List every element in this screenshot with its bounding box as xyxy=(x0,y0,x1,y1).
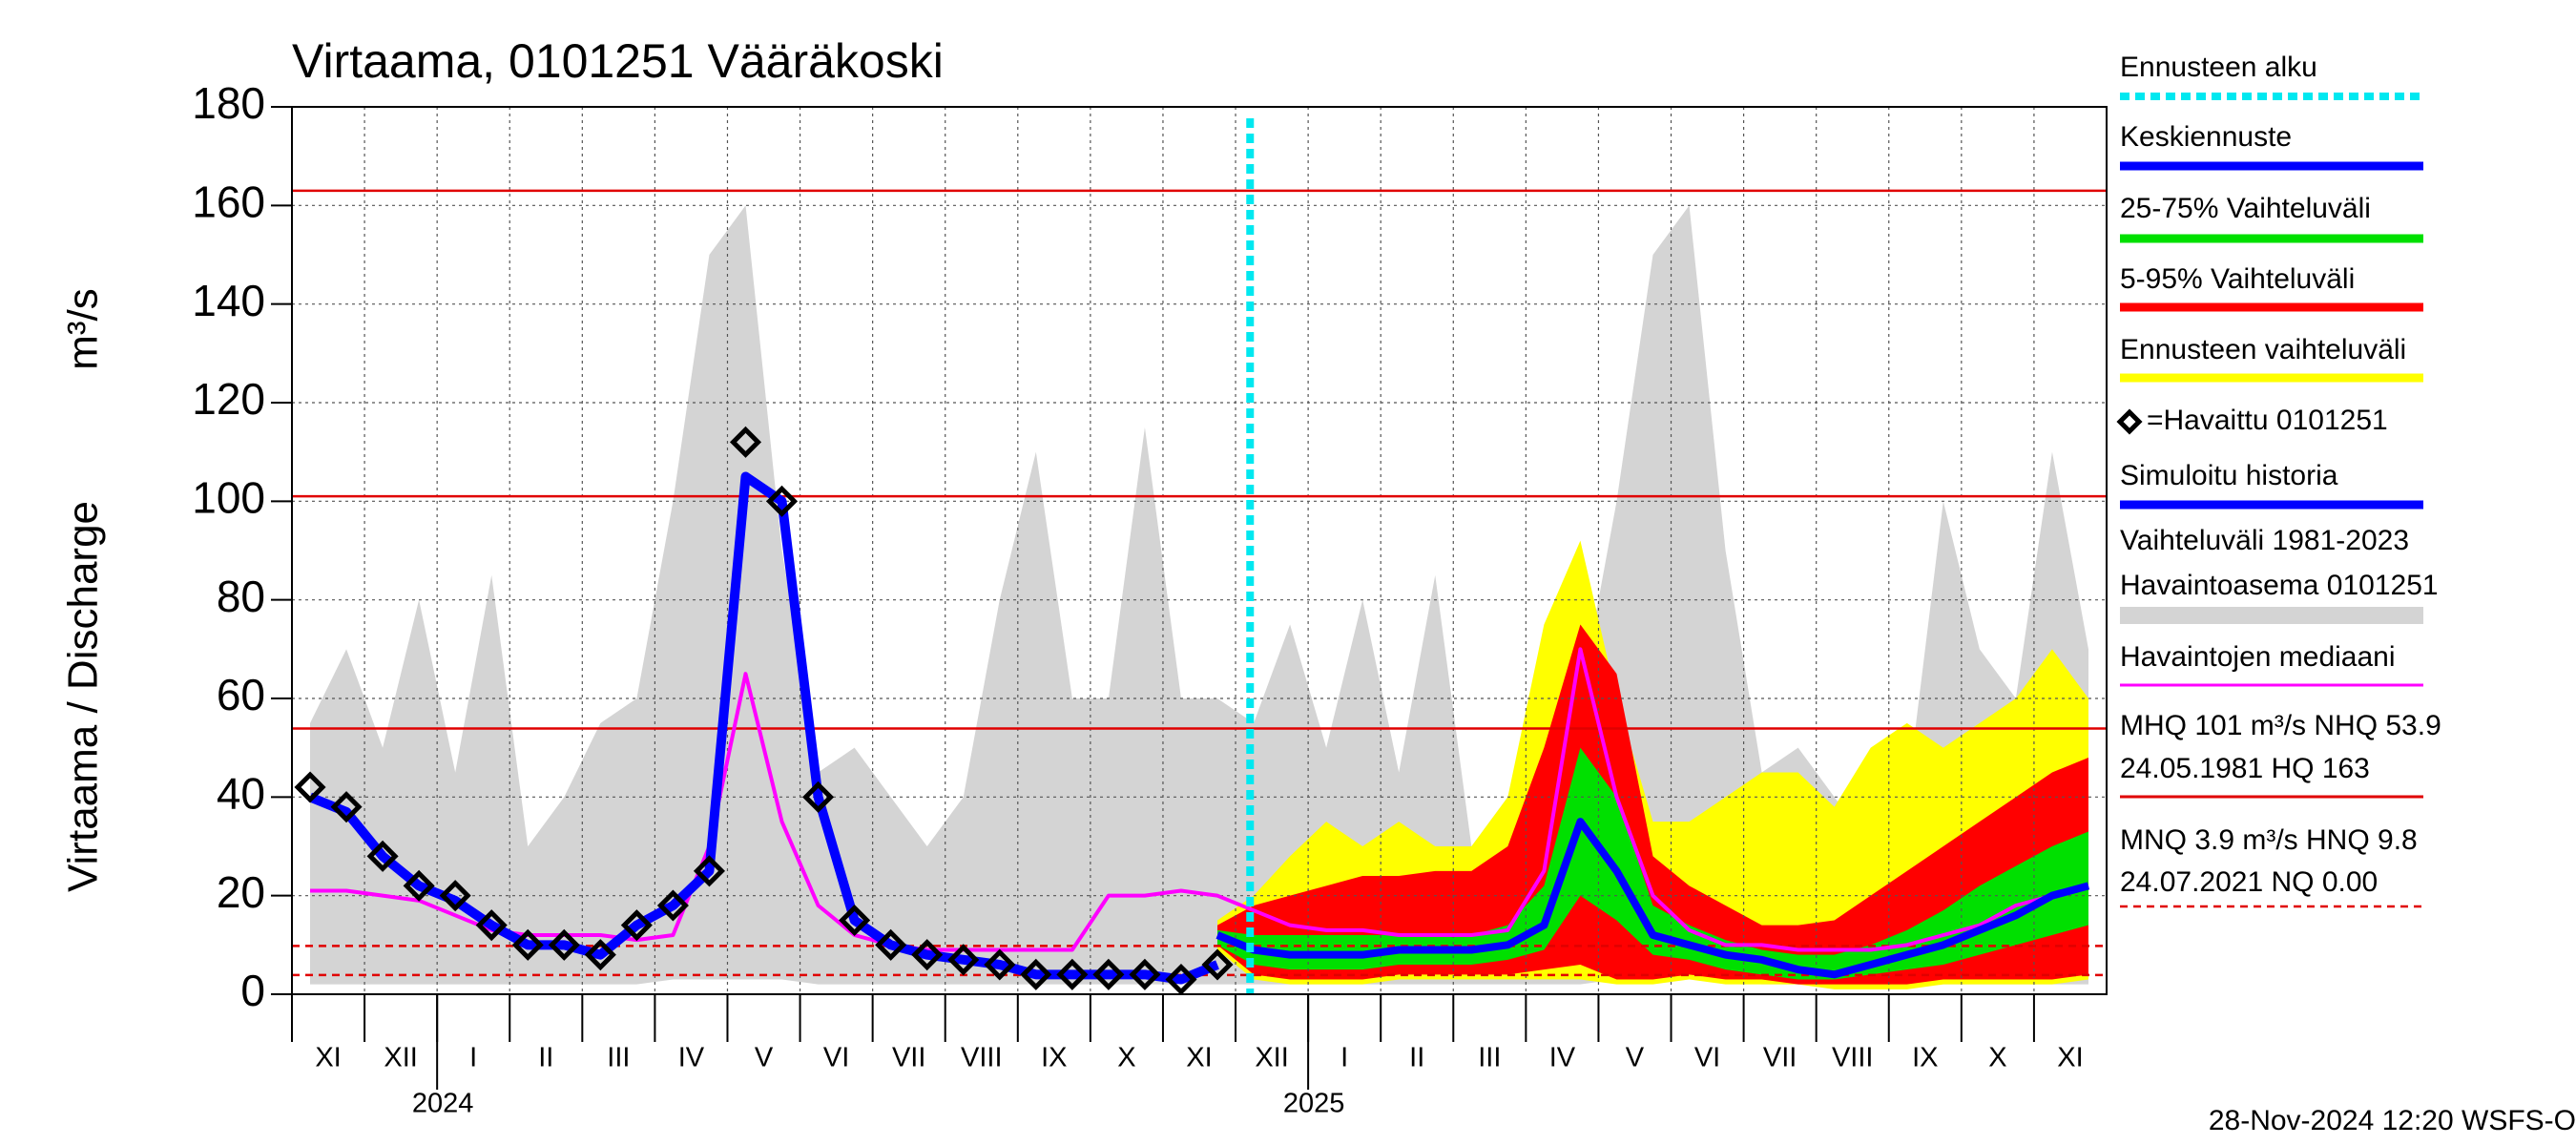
observed-point xyxy=(839,904,871,937)
legend-label: Ennusteen alku xyxy=(2120,52,2317,83)
x-tick-label: IX xyxy=(1041,1043,1067,1073)
observed-point xyxy=(693,855,725,887)
legend-label: Havaintoasema 0101251 xyxy=(2120,570,2439,601)
x-tick-label: XII xyxy=(384,1043,417,1073)
y-tick-label: 140 xyxy=(192,276,265,325)
observed-point xyxy=(1092,958,1125,990)
x-tick-label: XII xyxy=(1255,1043,1288,1073)
y-tick-label: 20 xyxy=(217,867,265,917)
legend-marker xyxy=(2116,408,2143,435)
x-tick-label: IX xyxy=(1912,1043,1938,1073)
observed-point xyxy=(1165,963,1197,996)
x-tick-label: XI xyxy=(315,1043,341,1073)
line-mean xyxy=(1215,818,2090,979)
x-tick-label: III xyxy=(1478,1043,1501,1073)
x-tick-label: VI xyxy=(1694,1043,1720,1073)
x-tick-label: II xyxy=(1409,1043,1424,1073)
observed-point xyxy=(294,771,326,803)
observed-point xyxy=(947,944,980,976)
x-tick-label: III xyxy=(607,1043,630,1073)
observed-point xyxy=(1129,958,1161,990)
y-tick-label: 160 xyxy=(192,177,265,226)
legend-label: Keskiennuste xyxy=(2120,121,2292,153)
y-tick-label: 180 xyxy=(192,78,265,128)
observed-point xyxy=(802,781,835,813)
band-range xyxy=(310,205,2088,985)
legend-label: 24.05.1981 HQ 163 xyxy=(2120,753,2370,784)
observed-point xyxy=(729,426,762,458)
observed-point xyxy=(1020,958,1052,990)
observed-point xyxy=(1056,958,1089,990)
observed-point xyxy=(584,939,616,971)
y-label: Virtaama / Discharge xyxy=(60,501,107,892)
y-tick-label: 100 xyxy=(192,472,265,522)
legend-label: Ennusteen vaihteluväli xyxy=(2120,334,2406,365)
y-tick-label: 60 xyxy=(217,670,265,719)
legend-label: =Havaittu 0101251 xyxy=(2147,405,2388,436)
observed-point xyxy=(1201,948,1234,981)
x-tick-label: X xyxy=(1988,1043,2006,1073)
x-tick-label: XI xyxy=(1186,1043,1212,1073)
x-tick-label: X xyxy=(1117,1043,1135,1073)
observed-point xyxy=(911,939,944,971)
chart-title: Virtaama, 0101251 Vääräkoski xyxy=(292,34,944,88)
x-tick-label: VI xyxy=(823,1043,849,1073)
observed-point xyxy=(984,948,1016,981)
x-tick-label: V xyxy=(1626,1043,1645,1073)
y-tick-label: 80 xyxy=(217,572,265,621)
year-label: 2025 xyxy=(1283,1089,1345,1119)
x-tick-label: VII xyxy=(892,1043,925,1073)
observed-point xyxy=(548,928,580,961)
observed-point xyxy=(656,889,689,922)
legend-label: MNQ 3.9 m³/s HNQ 9.8 xyxy=(2120,824,2418,856)
legend-label: 25-75% Vaihteluväli xyxy=(2120,193,2371,224)
x-tick-label: VIII xyxy=(961,1043,1003,1073)
observed-point xyxy=(620,909,653,942)
observed-point xyxy=(403,869,435,902)
x-tick-label: II xyxy=(538,1043,553,1073)
line-median xyxy=(310,647,2089,952)
y-tick-label: 40 xyxy=(217,768,265,818)
observed-point xyxy=(366,840,399,872)
plot-frame xyxy=(291,106,2108,995)
x-tick-label: I xyxy=(469,1043,477,1073)
legend-label: 5-95% Vaihteluväli xyxy=(2120,263,2355,295)
x-tick-label: XI xyxy=(2057,1043,2083,1073)
observed-point xyxy=(475,909,508,942)
y-unit: m³/s xyxy=(60,288,107,370)
footer: 28-Nov-2024 12:20 WSFS-O xyxy=(2209,1105,2576,1136)
legend-label: Vaihteluväli 1981-2023 xyxy=(2120,525,2409,556)
y-tick-label: 0 xyxy=(240,966,265,1015)
x-tick-label: VII xyxy=(1763,1043,1797,1073)
x-tick-label: IV xyxy=(678,1043,705,1073)
y-tick-label: 120 xyxy=(192,374,265,424)
band-p5-95 xyxy=(1217,624,2088,985)
year-label: 2024 xyxy=(412,1089,474,1119)
observed-point xyxy=(511,928,544,961)
legend-label: 24.07.2021 NQ 0.00 xyxy=(2120,866,2378,898)
x-tick-label: V xyxy=(755,1043,774,1073)
x-tick-label: I xyxy=(1340,1043,1348,1073)
x-tick-label: VIII xyxy=(1832,1043,1874,1073)
legend-label: Simuloitu historia xyxy=(2120,460,2338,491)
legend-label: MHQ 101 m³/s NHQ 53.9 xyxy=(2120,710,2441,741)
observed-point xyxy=(330,791,363,823)
observed-point xyxy=(766,485,799,517)
x-tick-label: IV xyxy=(1549,1043,1576,1073)
observed-point xyxy=(875,928,907,961)
observed-point xyxy=(439,880,471,912)
legend-label: Havaintojen mediaani xyxy=(2120,641,2396,673)
